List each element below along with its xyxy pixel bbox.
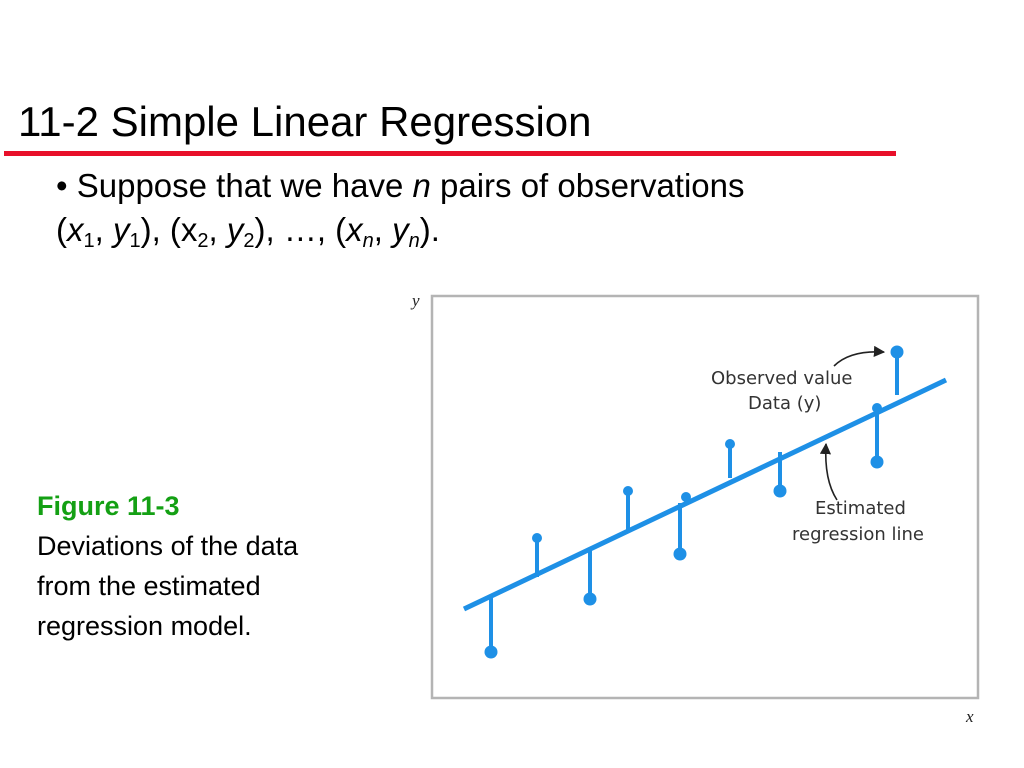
data-point — [890, 345, 904, 359]
estimated-label: Estimated — [815, 498, 906, 519]
bullet-line-2-part: 2 — [197, 230, 209, 252]
observed-data-label: Data (y) — [748, 393, 821, 414]
title-underline — [4, 151, 896, 156]
bullet-text-1: Suppose that we have — [76, 167, 413, 204]
bullet-line-2-part: ( — [56, 211, 67, 248]
regression-figure: y x — [410, 291, 980, 726]
data-point — [623, 486, 633, 496]
regression-line-label: regression line — [792, 524, 924, 545]
bullet-line-2-part: 1 — [129, 230, 141, 252]
bullet-var-n: n — [412, 167, 431, 204]
bullet-line-2-part: 1 — [83, 230, 95, 252]
bullet-line-2-part: n — [362, 230, 374, 252]
bullet-line-2-part: 2 — [243, 230, 255, 252]
slide-title: 11-2 Simple Linear Regression — [18, 98, 592, 145]
data-point — [681, 492, 691, 502]
bullet-line-2-part: , — [208, 211, 227, 248]
bullet-point: • Suppose that we have n pairs of observ… — [56, 164, 745, 252]
figure-caption: Figure 11-3 Deviations of the data from … — [37, 486, 337, 646]
bullet-text-1-rest: pairs of observations — [430, 167, 745, 204]
bullet-line-2-part: x — [346, 211, 363, 248]
data-point — [773, 484, 787, 498]
bullet-line-2-part: ), (x — [140, 211, 198, 248]
bullet-line-2-part: , — [373, 211, 393, 248]
bullet-line-2-part: y — [112, 211, 130, 248]
data-point — [532, 533, 542, 543]
y-axis-label: y — [410, 291, 420, 310]
observed-value-label: Observed value — [711, 368, 853, 389]
bullet-line-2-part: y — [226, 211, 244, 248]
bullet-line-2-part: n — [408, 230, 420, 252]
data-point — [725, 439, 735, 449]
bullet-line-2-part: ). — [419, 211, 440, 248]
plot-frame — [430, 294, 980, 700]
bullet-line-1: • Suppose that we have n pairs of observ… — [56, 164, 745, 208]
data-point — [484, 645, 498, 659]
bullet-line-2-part: y — [392, 211, 409, 248]
x-axis-label: x — [965, 707, 974, 726]
data-point — [583, 592, 597, 606]
bullet-line-2-part: ), …, ( — [254, 211, 347, 248]
regression-line — [462, 377, 948, 612]
data-point — [870, 455, 884, 469]
figure-label: Figure 11-3 — [37, 491, 180, 521]
observed-arrow — [833, 345, 886, 367]
bullet-line-2-part: , — [94, 211, 113, 248]
estimated-arrow — [819, 442, 838, 501]
data-point — [872, 403, 882, 413]
bullet-line-2-part: x — [67, 211, 84, 248]
figure-description: Deviations of the data from the estimate… — [37, 531, 299, 641]
data-point — [673, 547, 687, 561]
bullet-marker: • — [56, 167, 68, 204]
data-points — [484, 345, 904, 659]
bullet-line-2: (x1, y1), (x2, y2), …, (xn, yn). — [56, 208, 745, 252]
